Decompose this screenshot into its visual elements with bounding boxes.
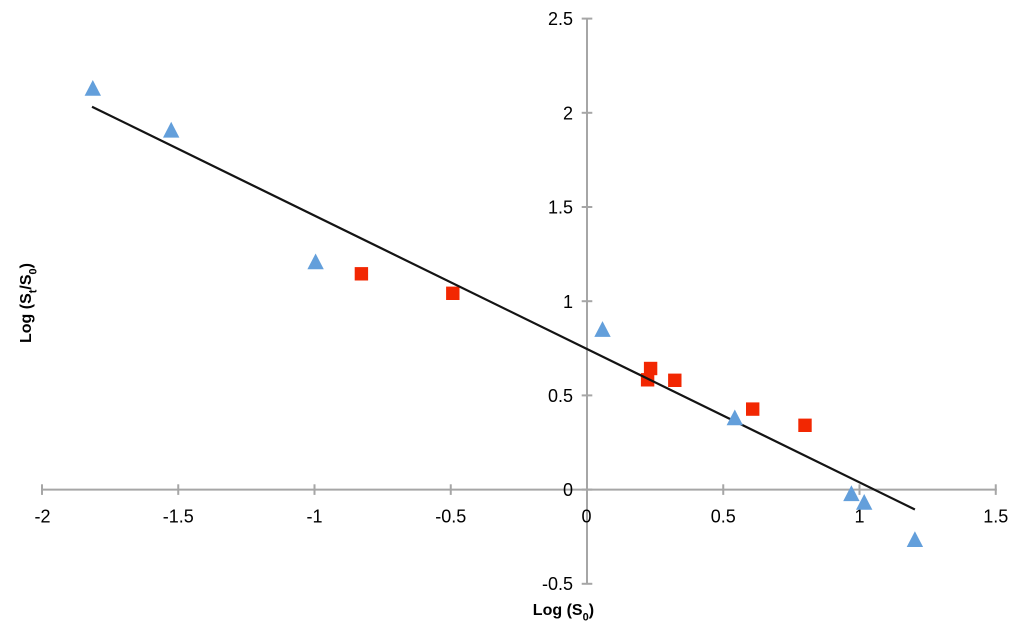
svg-text:0: 0	[563, 480, 573, 500]
svg-text:Log (S0): Log (S0)	[533, 602, 594, 623]
svg-text:Log (St/S0): Log (St/S0)	[18, 263, 39, 343]
svg-text:-0.5: -0.5	[542, 574, 573, 594]
svg-text:0: 0	[581, 506, 591, 526]
svg-text:1: 1	[854, 506, 864, 526]
svg-text:1.5: 1.5	[548, 198, 573, 218]
svg-text:0.5: 0.5	[548, 386, 573, 406]
svg-text:-1: -1	[306, 506, 322, 526]
svg-text:1: 1	[563, 292, 573, 312]
svg-text:-0.5: -0.5	[435, 506, 466, 526]
svg-text:0.5: 0.5	[711, 506, 736, 526]
svg-text:-1.5: -1.5	[163, 506, 194, 526]
svg-text:1.5: 1.5	[983, 506, 1008, 526]
svg-text:-2: -2	[34, 506, 50, 526]
svg-text:2.5: 2.5	[548, 9, 573, 29]
svg-text:2: 2	[563, 103, 573, 123]
